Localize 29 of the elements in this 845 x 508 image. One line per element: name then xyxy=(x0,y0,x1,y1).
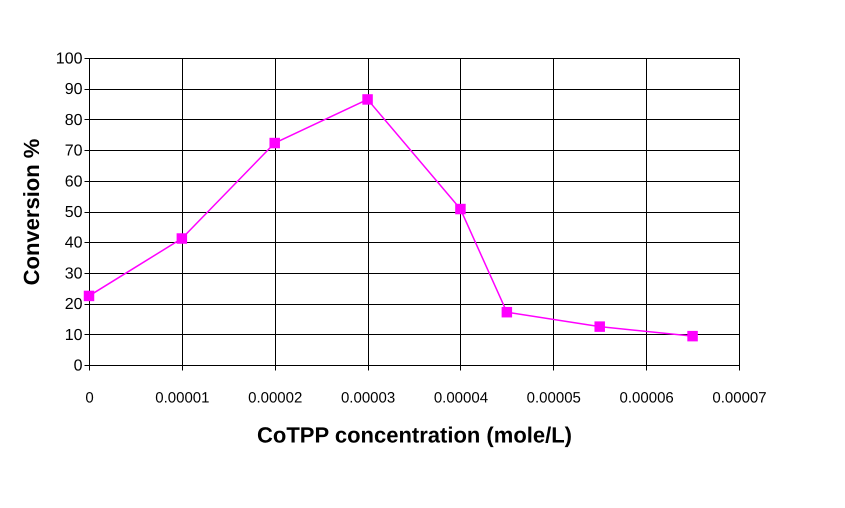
y-tick-label: 30 xyxy=(64,265,83,282)
point xyxy=(687,330,698,342)
y-tick-label: 100 xyxy=(56,50,83,68)
point xyxy=(502,306,512,318)
x-tick-label: 0.00006 xyxy=(620,390,674,406)
x-tick-label: 0.00007 xyxy=(712,390,767,406)
y-tick-label: 80 xyxy=(64,112,83,129)
y-tick-label: 50 xyxy=(64,204,83,221)
x-tick-label: 0.00002 xyxy=(248,390,302,406)
point xyxy=(362,94,373,105)
point xyxy=(594,321,605,332)
y-tick-label: 90 xyxy=(64,81,83,98)
y-tick-label: 20 xyxy=(64,296,83,314)
y-tick-label: 70 xyxy=(64,142,83,160)
x-tick-label: 0.00003 xyxy=(340,390,396,406)
point xyxy=(176,233,188,244)
x-tick-label: 0 xyxy=(85,390,94,406)
y-tick-label: 10 xyxy=(64,326,83,344)
y-tick-label: 40 xyxy=(64,234,83,252)
y-tick-label: 0 xyxy=(74,358,83,374)
x-tick-label: 0.00005 xyxy=(526,390,581,406)
point xyxy=(84,290,94,302)
y-tick-label: 60 xyxy=(64,173,83,190)
point xyxy=(269,138,280,148)
y-axis-title: Conversion % xyxy=(18,138,44,286)
point xyxy=(455,204,466,214)
x-tick-label: 0.00004 xyxy=(434,390,488,406)
x-tick-label: 0.00001 xyxy=(155,390,210,406)
x-axis-title: CoTPP concentration (mole/L) xyxy=(257,422,572,448)
